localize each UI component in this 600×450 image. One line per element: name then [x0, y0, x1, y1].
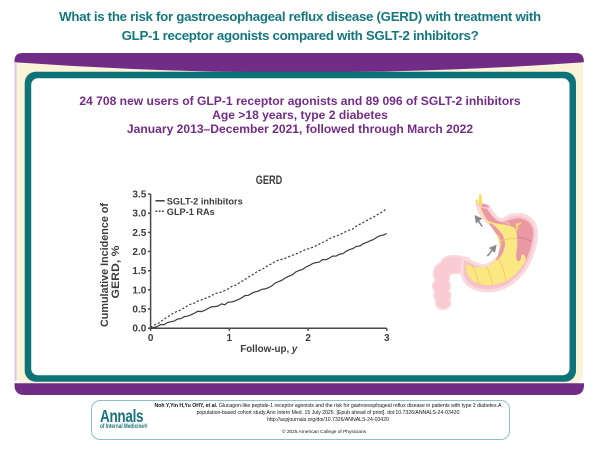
svg-text:0.0: 0.0 [132, 324, 146, 335]
svg-text:Follow-up, y: Follow-up, y [240, 344, 298, 355]
svg-text:1.0: 1.0 [132, 285, 146, 296]
svg-text:3.5: 3.5 [132, 189, 146, 200]
svg-text:GERD: GERD [256, 173, 283, 187]
svg-text:0.5: 0.5 [132, 304, 146, 315]
svg-text:1.5: 1.5 [132, 266, 146, 277]
svg-text:3: 3 [384, 333, 390, 344]
svg-text:GLP-1 RAs: GLP-1 RAs [167, 207, 215, 217]
svg-text:3.0: 3.0 [132, 209, 146, 220]
svg-text:2.5: 2.5 [132, 228, 146, 239]
svg-text:2: 2 [305, 333, 311, 344]
svg-text:2.0: 2.0 [132, 247, 146, 258]
svg-text:1: 1 [227, 333, 233, 344]
svg-text:SGLT-2 inhibitors: SGLT-2 inhibitors [167, 196, 243, 206]
svg-text:Cumulative Incidence of: Cumulative Incidence of [99, 203, 111, 327]
svg-text:GERD, %: GERD, % [110, 245, 122, 298]
svg-text:0: 0 [148, 333, 154, 344]
